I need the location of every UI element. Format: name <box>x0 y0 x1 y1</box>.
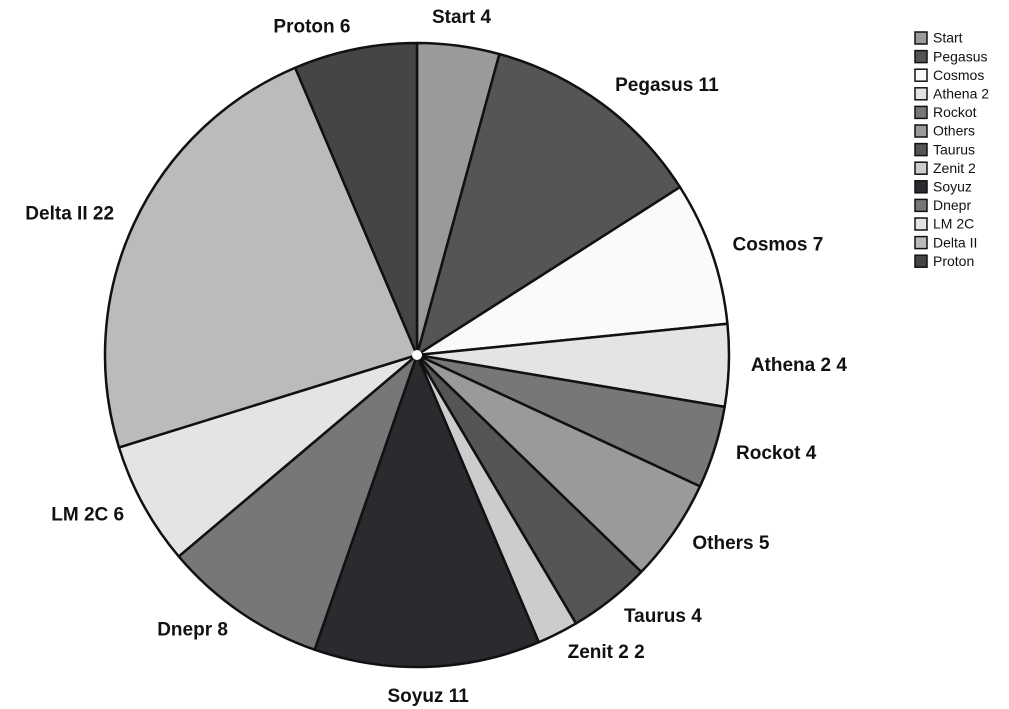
legend-swatch <box>914 142 928 157</box>
pie-slice <box>103 66 419 449</box>
legend-swatch <box>914 87 928 101</box>
legend-label: Rockot <box>933 104 977 120</box>
data-label-name: Dnepr <box>157 619 213 640</box>
data-label-name: Start <box>432 7 476 28</box>
data-label: Soyuz 11 <box>387 686 469 707</box>
data-label-name: Delta II <box>25 203 87 224</box>
data-label-name: Taurus <box>624 606 686 627</box>
data-label-name: Pegasus <box>615 75 693 96</box>
data-label-name: Zenit 2 <box>568 642 629 663</box>
data-label: Delta II 22 <box>25 203 114 224</box>
legend-label: Proton <box>933 253 974 269</box>
data-label-value: 6 <box>340 17 351 38</box>
legend-label: LM 2C <box>933 216 974 232</box>
pie-slice <box>313 353 541 669</box>
data-label-value: 11 <box>699 75 720 96</box>
data-label-name: Athena 2 <box>751 355 831 376</box>
data-label-name: Rockot <box>736 443 801 464</box>
data-label-name: LM 2C <box>51 505 108 526</box>
data-label-name: Proton <box>273 17 334 38</box>
data-label: Pegasus 11 <box>615 75 719 96</box>
data-label-value: 4 <box>481 7 492 28</box>
data-label: Start 4 <box>432 7 492 28</box>
legend-label: Athena 2 <box>933 86 989 102</box>
legend-label: Start <box>933 30 963 46</box>
pie-slice <box>415 185 729 357</box>
legend-label: Taurus <box>933 141 975 157</box>
legend-label: Zenit 2 <box>933 160 976 176</box>
data-label: Others 5 <box>692 533 770 554</box>
data-label: Cosmos 7 <box>733 234 824 255</box>
legend-swatch <box>914 235 928 250</box>
data-label-value: 8 <box>217 619 228 640</box>
data-label: LM 2C 6 <box>51 505 124 526</box>
legend-label: Soyuz <box>933 179 972 195</box>
pie-slice <box>415 52 682 357</box>
data-label: Zenit 2 2 <box>568 642 645 663</box>
legend-swatch <box>914 49 928 64</box>
legend-label: Dnepr <box>933 197 971 213</box>
legend-swatch <box>914 31 928 45</box>
legend-swatch <box>914 217 928 231</box>
data-label-name: Soyuz <box>387 686 443 707</box>
data-label-value: 4 <box>836 355 847 376</box>
legend-label: Delta II <box>933 234 977 250</box>
data-label: Dnepr 8 <box>157 619 228 640</box>
legend-label: Pegasus <box>933 48 987 64</box>
data-label-value: 4 <box>806 443 817 464</box>
data-label-value: 4 <box>691 606 702 627</box>
pie-slice <box>293 41 419 357</box>
legend-label: Others <box>933 123 975 139</box>
data-label-name: Cosmos <box>733 234 808 255</box>
pie-slice <box>177 353 419 651</box>
data-label-value: 2 <box>634 642 645 663</box>
data-label: Athena 2 4 <box>751 355 848 376</box>
legend-swatch <box>914 254 928 268</box>
legend-swatch <box>914 68 928 82</box>
data-label-value: 22 <box>93 203 114 224</box>
data-label-value: 7 <box>813 234 824 255</box>
legend-swatch <box>914 161 928 175</box>
pie-slice <box>117 353 419 558</box>
legend-label: Cosmos <box>933 67 984 83</box>
data-label-value: 11 <box>449 686 470 707</box>
legend-swatch <box>914 180 928 194</box>
data-label: Rockot 4 <box>736 443 817 464</box>
legend-swatch <box>914 198 928 213</box>
data-label-value: 5 <box>759 533 770 554</box>
legend-swatch <box>914 105 928 120</box>
data-label: Taurus 4 <box>624 606 702 627</box>
data-label-name: Others <box>692 533 753 554</box>
center-dot <box>412 350 422 360</box>
legend-swatch <box>914 124 928 138</box>
data-label: Proton 6 <box>273 17 350 38</box>
data-label-value: 6 <box>114 505 125 526</box>
